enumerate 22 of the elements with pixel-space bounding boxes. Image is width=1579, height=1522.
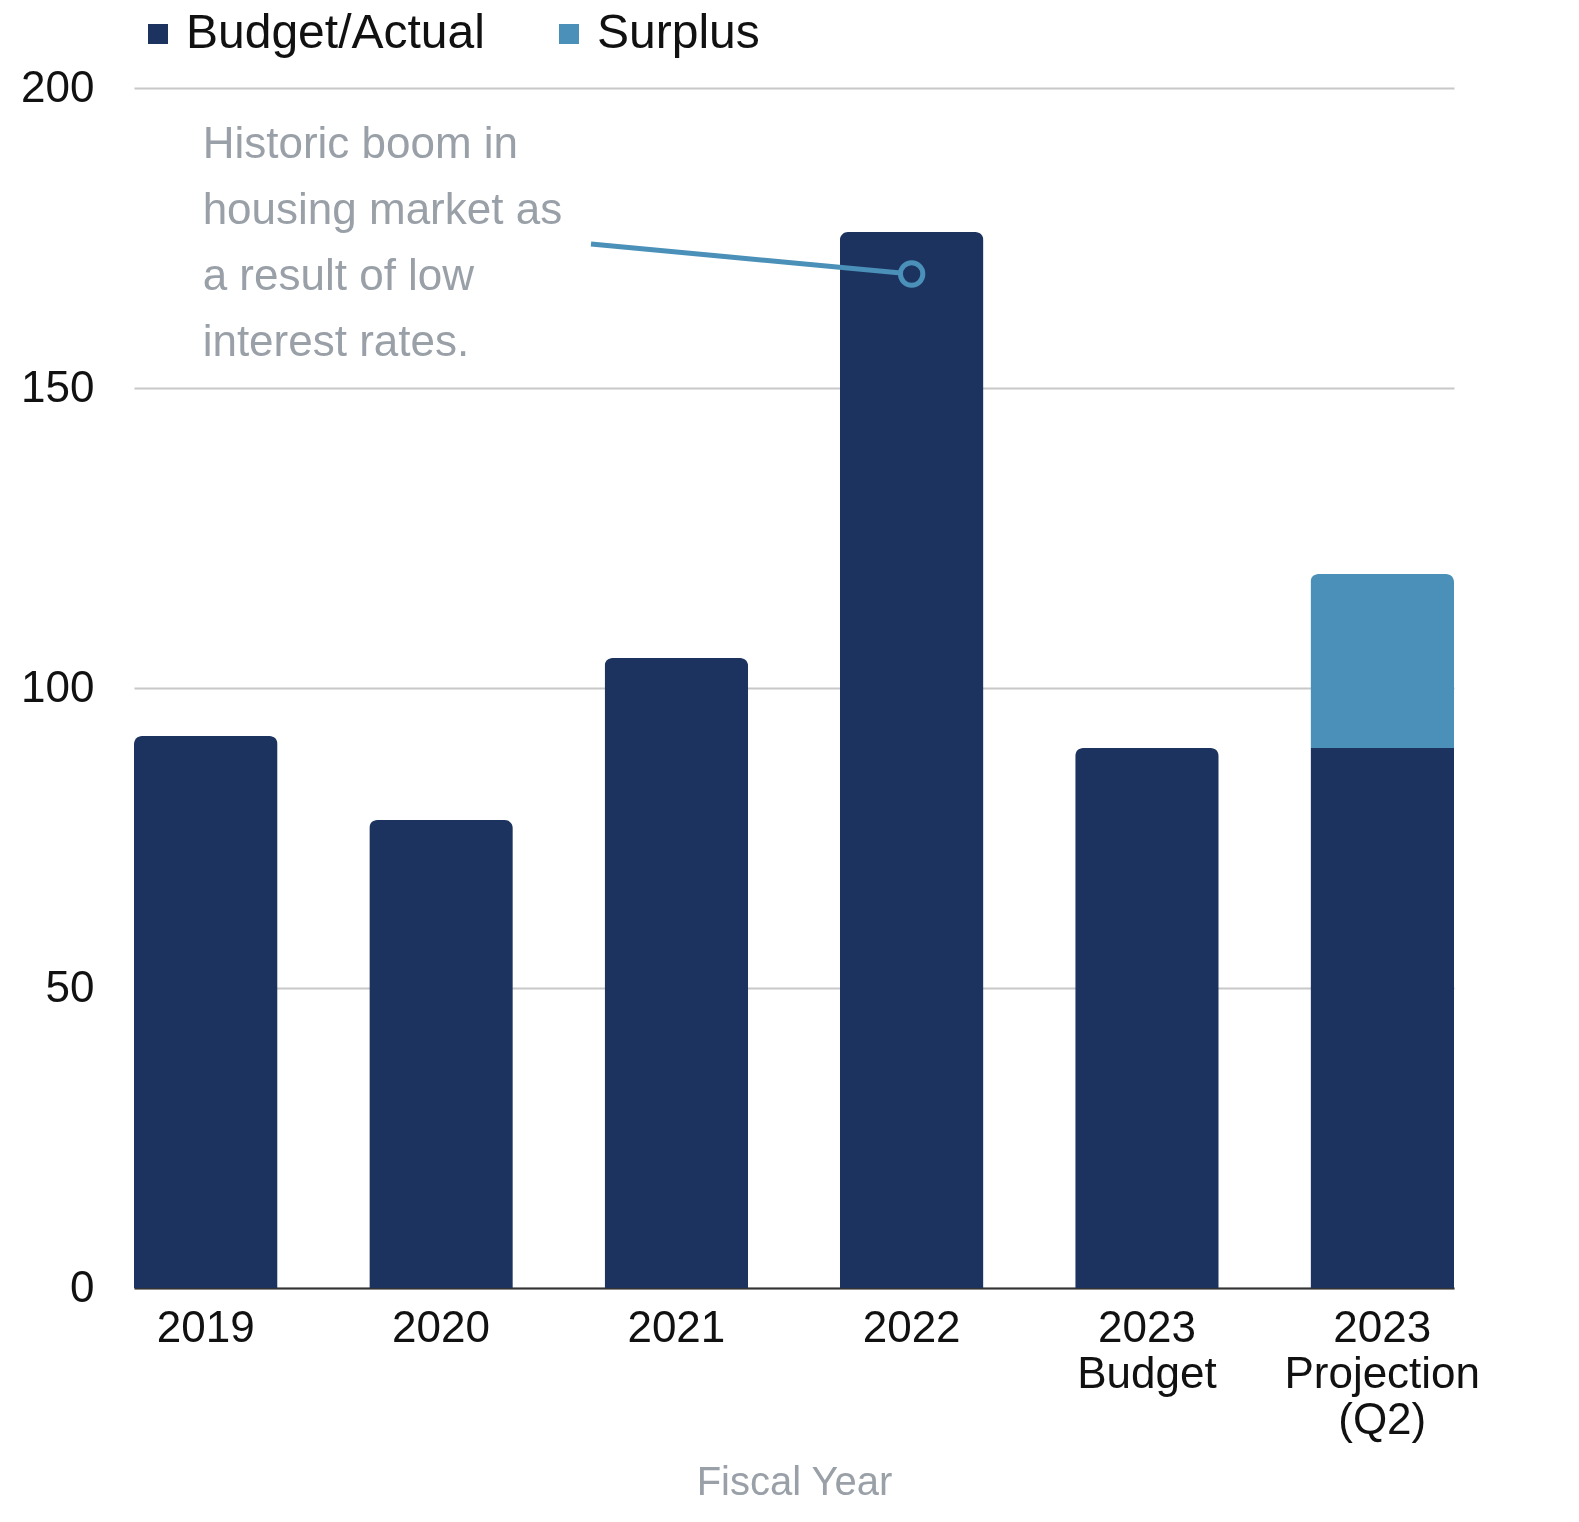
x-tick-label: 2019 (156, 1301, 255, 1351)
y-tick-label: 100 (21, 661, 95, 711)
y-tick-label: 200 (21, 61, 95, 111)
y-tick-label: 50 (45, 961, 95, 1011)
x-tick-label: 2020 (392, 1301, 490, 1351)
bar (1310, 748, 1454, 1288)
bar (839, 232, 984, 1288)
bar (604, 658, 749, 1288)
x-tick-label: 2022 (862, 1301, 961, 1351)
x-tick-label: 2023 Projection (Q2) (1284, 1301, 1481, 1443)
x-axis-title: Fiscal Year (696, 1458, 893, 1503)
legend-label: Surplus (597, 5, 760, 58)
bar (1310, 574, 1454, 748)
y-tick-label: 0 (70, 1261, 95, 1311)
bar (1075, 748, 1219, 1288)
legend-label: Budget/Actual (186, 5, 485, 58)
bar (369, 820, 513, 1288)
annotation: Historic boom in housing market as a result of low interest rates. (202, 118, 563, 365)
x-tick-label: 2023 Budget (1077, 1301, 1217, 1397)
y-tick-label: 150 (21, 361, 95, 411)
bar (134, 736, 278, 1288)
x-tick-label: 2021 (627, 1301, 726, 1351)
